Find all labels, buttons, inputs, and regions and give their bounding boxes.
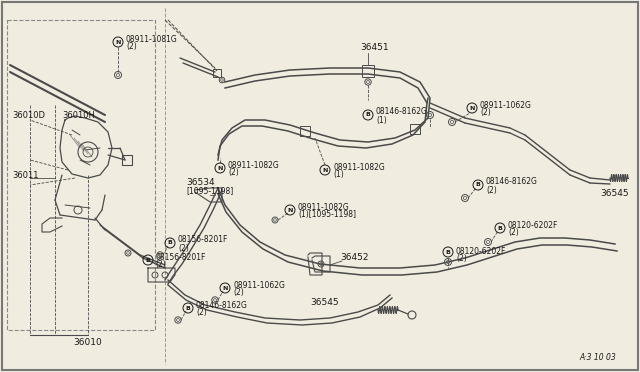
Bar [7, 20, 155, 330]
Text: 36011: 36011 [12, 171, 38, 180]
Text: 08911-1082G: 08911-1082G [228, 160, 280, 170]
Text: N: N [287, 208, 292, 212]
Text: N: N [218, 166, 223, 170]
Text: [1095-1198]: [1095-1198] [186, 186, 233, 195]
Text: (2): (2) [456, 254, 467, 263]
Text: N: N [469, 106, 475, 110]
Text: 08120-6202F: 08120-6202F [456, 247, 506, 256]
Text: B: B [365, 112, 371, 118]
Text: 08146-8162G: 08146-8162G [196, 301, 248, 310]
Text: B: B [145, 257, 150, 263]
Text: 36010D: 36010D [12, 111, 45, 120]
Text: (2): (2) [228, 169, 239, 177]
Text: 36010: 36010 [74, 338, 102, 347]
Text: 08120-6202F: 08120-6202F [508, 221, 558, 230]
Text: (1): (1) [376, 115, 387, 125]
Text: (2): (2) [486, 186, 497, 195]
Text: B: B [476, 183, 481, 187]
Text: 08911-1082G: 08911-1082G [333, 163, 385, 171]
Bar [213, 69, 221, 77]
Text: B: B [186, 305, 191, 311]
Bar [300, 126, 310, 136]
Text: 08156-8201F: 08156-8201F [178, 235, 228, 244]
Text: 08146-8162G: 08146-8162G [486, 177, 538, 186]
Text: 36452: 36452 [340, 253, 369, 262]
Text: 08911-1062G: 08911-1062G [233, 280, 285, 289]
Bar [122, 155, 132, 165]
Text: 36545: 36545 [600, 189, 628, 198]
Text: 36451: 36451 [360, 43, 388, 52]
Text: (1): (1) [333, 170, 344, 180]
Text: N: N [115, 39, 121, 45]
Text: B: B [168, 241, 172, 246]
Text: (2): (2) [155, 260, 166, 269]
Text: (1)[1095-1198]: (1)[1095-1198] [298, 211, 356, 219]
Text: (2): (2) [233, 289, 244, 298]
Bar [362, 65, 374, 77]
Text: (2): (2) [508, 228, 519, 237]
Text: 36545: 36545 [310, 298, 339, 307]
Text: N: N [323, 167, 328, 173]
Text: (2): (2) [480, 109, 491, 118]
Text: (2): (2) [126, 42, 137, 51]
Text: 08146-8162G: 08146-8162G [376, 108, 428, 116]
Text: A·3 10 03: A·3 10 03 [579, 353, 616, 362]
Text: 08911-1081G: 08911-1081G [126, 35, 178, 44]
Bar [410, 124, 420, 134]
Text: (2): (2) [178, 244, 189, 253]
Text: 08911-1062G: 08911-1062G [480, 100, 532, 109]
Text: 08911-1082G: 08911-1082G [298, 202, 349, 212]
Text: 08156-8201F: 08156-8201F [155, 253, 205, 262]
Text: N: N [222, 285, 228, 291]
Text: 36534: 36534 [186, 178, 214, 187]
Text: 36010H: 36010H [62, 111, 95, 120]
Text: B: B [445, 250, 451, 254]
Text: (2): (2) [196, 308, 207, 317]
Text: B: B [497, 225, 502, 231]
